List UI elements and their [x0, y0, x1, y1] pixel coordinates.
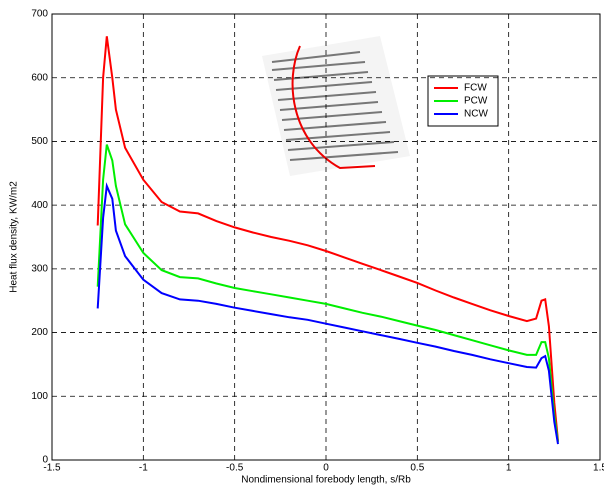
series-line [96, 182, 559, 445]
legend-label: FCW [464, 83, 487, 94]
x-tick-label: 1 [506, 463, 512, 474]
y-tick-label: 200 [31, 327, 48, 338]
y-tick-label: 500 [31, 136, 48, 147]
legend-label: NCW [464, 109, 488, 120]
x-tick-label: -1.5 [43, 463, 61, 474]
y-tick-label: 700 [31, 9, 48, 20]
y-tick-label: 100 [31, 391, 48, 402]
legend [427, 75, 499, 127]
inset-image [262, 36, 410, 176]
y-tick-label: 300 [31, 263, 48, 274]
x-tick-label: -1 [139, 463, 148, 474]
series-line [96, 36, 559, 441]
y-axis-label: Heat flux density, KW/m2 [9, 181, 20, 293]
x-tick-label: 0 [323, 463, 329, 474]
series-line [96, 144, 559, 443]
x-axis-label: Nondimensional forebody length, s/Rb [241, 475, 411, 486]
y-tick-label: 600 [31, 72, 48, 83]
x-tick-label: 0.5 [410, 463, 424, 474]
x-tick-label: -0.5 [226, 463, 244, 474]
legend-label: PCW [464, 96, 488, 107]
y-tick-label: 400 [31, 200, 48, 211]
y-tick-label: 0 [42, 455, 48, 466]
x-tick-label: 1.5 [593, 463, 604, 474]
